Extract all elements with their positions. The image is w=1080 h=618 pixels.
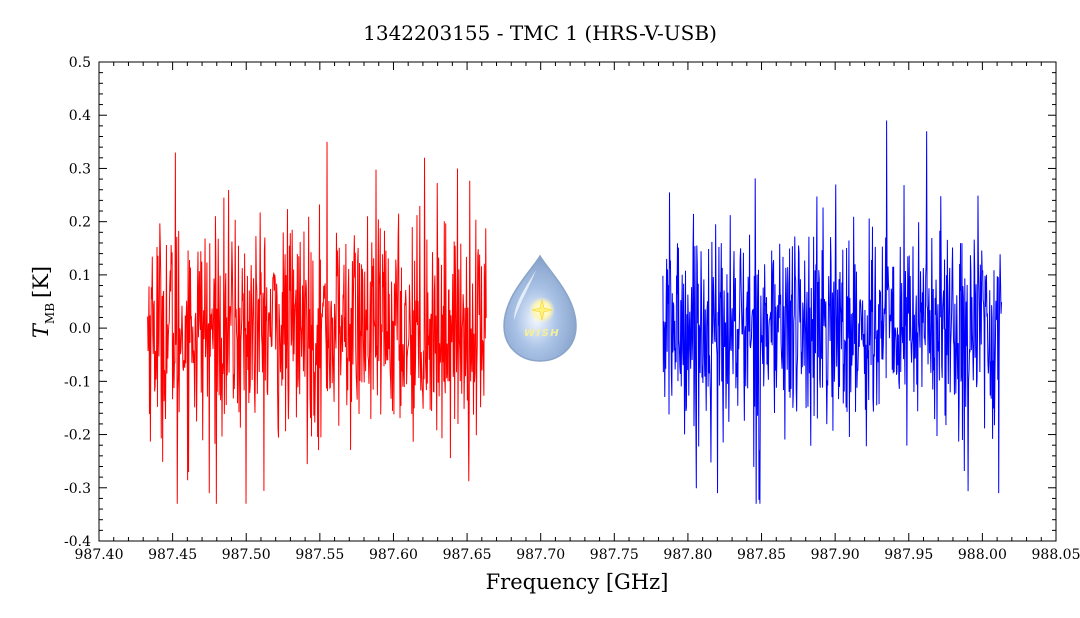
x-tick-label: 987.90 <box>811 547 860 563</box>
chart-title: 1342203155 - TMC 1 (HRS-V-USB) <box>363 21 717 45</box>
y-tick-label: -0.1 <box>64 374 91 390</box>
wish-logo: WISH <box>503 254 577 362</box>
y-tick-label: 0.4 <box>69 108 91 124</box>
y-tick-label: 0.3 <box>69 161 91 177</box>
y-axis-label-subscript: MB <box>43 303 57 324</box>
x-tick-label: 988.05 <box>1032 547 1080 563</box>
spectrum-series-1 <box>147 141 487 504</box>
x-tick-label: 987.45 <box>148 547 197 563</box>
y-axis-label: TMB [K] <box>29 266 57 338</box>
x-tick-label: 987.80 <box>663 547 712 563</box>
x-tick-label: 987.55 <box>295 547 344 563</box>
svg-text:TMB[K]: TMB [K] <box>29 266 57 338</box>
y-axis-label-symbol: T <box>29 322 53 338</box>
y-tick-label: 0.5 <box>69 55 91 71</box>
star-icon <box>531 299 553 321</box>
x-tick-label: 987.95 <box>884 547 933 563</box>
logo-text: WISH <box>524 328 560 339</box>
y-tick-label: 0.1 <box>69 268 91 284</box>
y-tick-label: 0.2 <box>69 215 91 231</box>
x-tick-label: 987.50 <box>222 547 271 563</box>
y-tick-label: 0.0 <box>69 321 91 337</box>
x-axis: 987.40 987.45 987.50 987.55 987.60 987.65 987.… <box>75 62 1080 563</box>
x-tick-label: 987.75 <box>590 547 639 563</box>
x-tick-label: 987.85 <box>737 547 786 563</box>
x-tick-label: 987.60 <box>369 547 418 563</box>
x-axis-label: Frequency [GHz] <box>486 570 669 594</box>
x-tick-label: 988.00 <box>958 547 1007 563</box>
y-tick-label: -0.4 <box>64 534 91 550</box>
spectrum-series-2 <box>662 120 1003 504</box>
y-axis-label-unit: [K] <box>29 266 53 298</box>
plot-frame <box>98 61 1057 542</box>
y-tick-label: -0.3 <box>64 481 91 497</box>
x-tick-label: 987.40 <box>75 547 124 563</box>
y-axis: -0.4 -0.3 -0.2 -0.1 0.0 0.1 0.2 0.3 0.4 0.5 <box>64 55 1056 550</box>
drop-highlight <box>514 270 536 320</box>
x-tick-label: 987.70 <box>516 547 565 563</box>
y-tick-label: -0.2 <box>64 428 91 444</box>
x-tick-label: 987.65 <box>443 547 492 563</box>
series-layer <box>147 120 1003 504</box>
